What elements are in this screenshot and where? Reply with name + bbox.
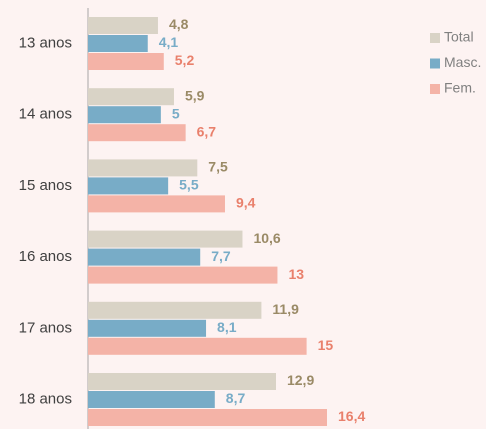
- legend-swatch: [430, 58, 440, 69]
- category-label: 18 anos: [19, 390, 72, 407]
- legend-label: Total: [444, 29, 474, 45]
- bar: [88, 177, 169, 195]
- bar: [88, 195, 225, 213]
- bar: [88, 124, 186, 142]
- value-label: 15: [318, 337, 334, 353]
- value-label: 5: [172, 105, 180, 121]
- value-label: 4,8: [169, 16, 189, 32]
- value-label: 13: [288, 266, 304, 282]
- legend-swatch: [430, 33, 440, 43]
- value-label: 8,1: [217, 319, 237, 335]
- category-label: 17 anos: [19, 319, 72, 336]
- value-label: 8,7: [226, 390, 246, 406]
- category-label: 14 anos: [19, 106, 72, 123]
- legend-label: Masc.: [444, 54, 481, 70]
- value-label: 16,4: [338, 408, 365, 424]
- bar: [88, 35, 148, 52]
- value-label: 5,2: [175, 52, 195, 68]
- category-label: 16 anos: [19, 248, 72, 265]
- bar: [88, 248, 201, 266]
- bar: [88, 409, 327, 426]
- value-label: 6,7: [197, 123, 217, 139]
- bar: [88, 17, 158, 34]
- bar: [88, 391, 215, 408]
- value-label: 11,9: [272, 301, 299, 317]
- value-label: 4,1: [159, 34, 179, 50]
- bar: [88, 319, 207, 337]
- legend-label: Fem.: [444, 80, 476, 96]
- bar: [88, 301, 262, 319]
- value-label: 5,9: [185, 87, 205, 103]
- value-label: 5,5: [179, 177, 199, 193]
- bar: [88, 159, 198, 177]
- bar: [88, 266, 278, 284]
- bar: [88, 88, 174, 106]
- value-label: 12,9: [287, 372, 314, 388]
- category-label: 15 anos: [19, 177, 72, 194]
- value-label: 7,7: [211, 248, 231, 264]
- bar: [88, 53, 164, 70]
- bar: [88, 230, 243, 248]
- bar: [88, 106, 161, 124]
- legend-swatch: [430, 84, 440, 94]
- value-label: 7,5: [208, 159, 228, 175]
- value-label: 10,6: [253, 230, 280, 246]
- bar: [88, 337, 307, 355]
- bar: [88, 373, 276, 390]
- value-label: 9,4: [236, 195, 256, 211]
- category-label: 13 anos: [19, 34, 72, 51]
